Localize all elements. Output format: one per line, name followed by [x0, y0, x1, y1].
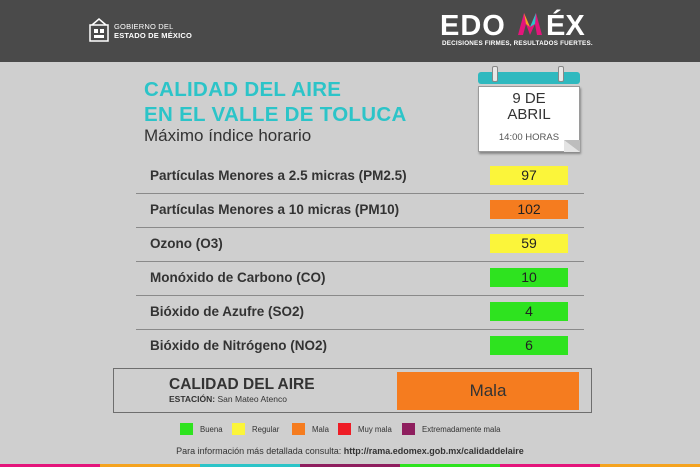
row-divider: [136, 193, 584, 194]
state-coat-of-arms-icon: [88, 17, 110, 43]
pollutant-row: Partículas Menores a 10 micras (PM10) 10…: [136, 194, 584, 228]
footer-text: Para información más detallada consulta:: [176, 446, 342, 456]
footer-link[interactable]: http://rama.edomex.gob.mx/calidaddelaire: [343, 446, 524, 456]
calendar-date: 9 DE ABRIL: [479, 91, 579, 123]
legend-swatch: [338, 423, 351, 435]
svg-text:ÉX: ÉX: [546, 9, 585, 39]
legend-label: Mala: [312, 425, 329, 434]
calendar-ring-icon: [492, 66, 498, 82]
pollutant-value: 102: [490, 200, 568, 219]
top-bar: GOBIERNO DEL ESTADO DE MÉXICO EDO ÉX DEC…: [0, 0, 700, 62]
row-divider: [136, 329, 584, 330]
svg-text:EDO: EDO: [440, 10, 506, 39]
page-title-line1: CALIDAD DEL AIRE: [144, 78, 342, 101]
date-calendar: 9 DE ABRIL 14:00 HORAS: [474, 66, 586, 160]
calendar-header: [478, 72, 580, 84]
pollutant-row: Bióxido de Nitrógeno (NO2) 6: [136, 330, 584, 364]
legend-label: Muy mala: [358, 425, 392, 434]
air-quality-status: Mala: [397, 372, 579, 410]
government-name: GOBIERNO DEL ESTADO DE MÉXICO: [114, 22, 192, 40]
pollutant-value: 6: [490, 336, 568, 355]
pollutant-row: Monóxido de Carbono (CO) 10: [136, 262, 584, 296]
pollutant-row: Bióxido de Azufre (SO2) 4: [136, 296, 584, 330]
color-stripes: [0, 464, 700, 467]
calendar-month: ABRIL: [507, 106, 551, 123]
pollutant-value: 4: [490, 302, 568, 321]
calendar-day: 9 DE: [512, 90, 546, 107]
legend-label: Buena: [200, 425, 223, 434]
row-divider: [136, 261, 584, 262]
pollutant-row: Partículas Menores a 2.5 micras (PM2.5) …: [136, 160, 584, 194]
pollutant-row: Ozono (O3) 59: [136, 228, 584, 262]
station-label: ESTACIÓN:: [169, 394, 216, 404]
legend-swatch: [402, 423, 415, 435]
gov-line1: GOBIERNO DEL: [114, 22, 174, 31]
pollutant-label: Ozono (O3): [150, 236, 223, 251]
page-curl-icon: [564, 140, 580, 152]
pollutant-label: Bióxido de Nitrógeno (NO2): [150, 338, 327, 353]
air-quality-summary: CALIDAD DEL AIRE ESTACIÓN: San Mateo Ate…: [113, 368, 592, 413]
station-name: San Mateo Atenco: [217, 394, 287, 404]
pollutant-label: Monóxido de Carbono (CO): [150, 270, 326, 285]
footer-info: Para información más detallada consulta:…: [0, 446, 700, 456]
legend-label: Regular: [252, 425, 280, 434]
row-divider: [136, 227, 584, 228]
page-subtitle: Máximo índice horario: [144, 126, 312, 145]
calendar-ring-icon: [558, 66, 564, 82]
page-title-line2: EN EL VALLE DE TOLUCA: [144, 103, 407, 126]
row-divider: [136, 295, 584, 296]
pollutant-value: 59: [490, 234, 568, 253]
legend-swatch: [180, 423, 193, 435]
calendar-time: 14:00 HORAS: [498, 132, 560, 143]
pollutant-label: Partículas Menores a 10 micras (PM10): [150, 202, 400, 217]
calendar-page: 9 DE ABRIL 14:00 HORAS: [478, 86, 580, 152]
station-info: ESTACIÓN: San Mateo Atenco: [169, 394, 287, 404]
air-quality-title: CALIDAD DEL AIRE: [169, 376, 315, 393]
brand-tagline: DECISIONES FIRMES, RESULTADOS FUERTES.: [442, 40, 593, 47]
pollutant-label: Partículas Menores a 2.5 micras (PM2.5): [150, 168, 407, 183]
pollutant-value: 10: [490, 268, 568, 287]
legend-swatch: [292, 423, 305, 435]
pollutant-value: 97: [490, 166, 568, 185]
edomex-logo: EDO ÉX: [440, 9, 630, 49]
pollutant-label: Bióxido de Azufre (SO2): [150, 304, 305, 319]
legend-label: Extremadamente mala: [422, 425, 501, 434]
legend-swatch: [232, 423, 245, 435]
gov-line2: ESTADO DE MÉXICO: [114, 31, 193, 40]
